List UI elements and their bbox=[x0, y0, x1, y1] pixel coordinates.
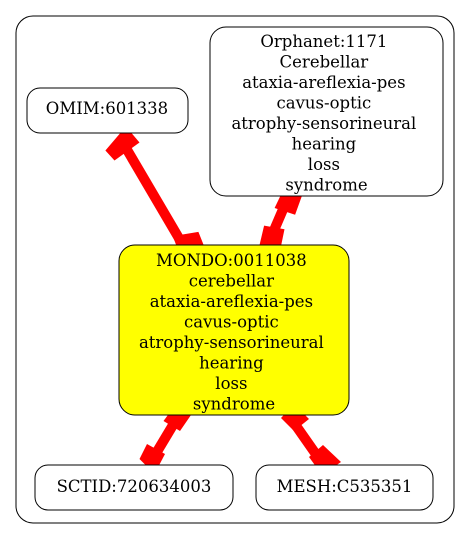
node-sctid-line: SCTID:720634003 bbox=[57, 477, 212, 496]
node-center-line: loss bbox=[215, 374, 247, 393]
node-orphanet-line: ataxia-areflexia-pes bbox=[242, 73, 405, 92]
node-center-line: cavus-optic bbox=[184, 313, 279, 332]
edge-omim-center bbox=[105, 126, 204, 257]
node-center-line: syndrome bbox=[193, 395, 275, 414]
edge-center-sctid bbox=[139, 404, 191, 474]
cluster-frame bbox=[15, 15, 455, 524]
node-orphanet-line: cavus-optic bbox=[277, 94, 372, 113]
node-orphanet-line: loss bbox=[308, 155, 340, 174]
node-sctid[interactable]: SCTID:720634003 bbox=[34, 464, 234, 511]
node-omim-line: OMIM:601338 bbox=[46, 99, 168, 118]
node-orphanet-line: atrophy-sensorineural bbox=[231, 114, 416, 133]
node-center-line: cerebellar bbox=[189, 272, 274, 291]
svg-text:SCTID:720634003: SCTID:720634003 bbox=[57, 477, 212, 496]
node-omim[interactable]: OMIM:601338 bbox=[26, 87, 189, 134]
node-center-line: MONDO:0011038 bbox=[156, 251, 307, 270]
edge-orphanet-center bbox=[259, 188, 302, 253]
node-center[interactable]: MONDO:0011038 cerebellar ataxia-areflexi… bbox=[118, 244, 350, 416]
node-center-line: hearing bbox=[199, 354, 264, 373]
node-center-line: atrophy-sensorineural bbox=[139, 333, 324, 352]
node-orphanet-line: Cerebellar bbox=[280, 53, 369, 72]
node-mesh-line: MESH:C535351 bbox=[277, 477, 413, 496]
node-orphanet-line: hearing bbox=[292, 135, 357, 154]
svg-text:Orphanet:1171 Cerebellar: Orphanet:1171 Cerebellar ataxia-areflexi… bbox=[231, 32, 421, 195]
node-orphanet[interactable]: Orphanet:1171 Cerebellar ataxia-areflexi… bbox=[209, 26, 444, 197]
node-center-line: ataxia-areflexia-pes bbox=[150, 292, 313, 311]
svg-text:MONDO:0011038 cerebellar: MONDO:0011038 cerebellar ataxia-areflexi… bbox=[139, 251, 329, 414]
node-orphanet-line: syndrome bbox=[285, 176, 367, 195]
svg-text:OMIM:601338: OMIM:601338 bbox=[46, 99, 168, 118]
svg-text:MESH:C535351: MESH:C535351 bbox=[277, 477, 413, 496]
node-mesh[interactable]: MESH:C535351 bbox=[255, 464, 434, 511]
node-orphanet-line: Orphanet:1171 bbox=[260, 32, 387, 51]
